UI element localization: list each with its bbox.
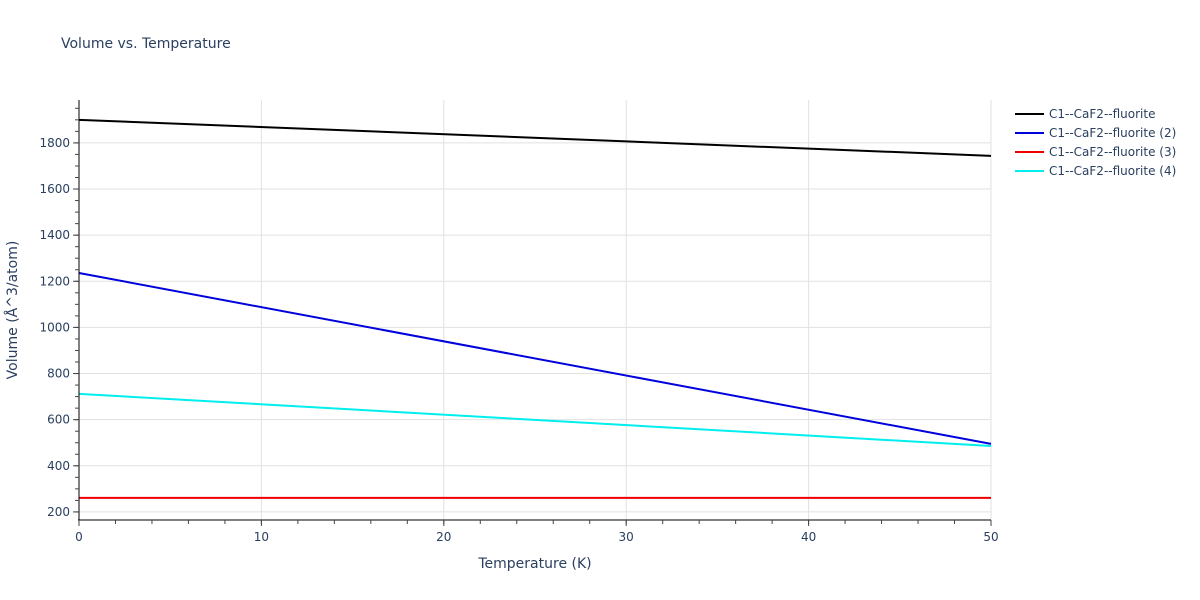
y-tick-label: 800 <box>47 367 70 381</box>
series-line <box>78 118 992 157</box>
x-tick-label: 50 <box>983 530 998 544</box>
x-tick-label: 20 <box>436 530 451 544</box>
x-tick-label: 30 <box>619 530 634 544</box>
axes: 0 10 20 30 40 50 200 400 600 800 1000 1200 1400 1600 1… <box>39 100 999 544</box>
chart-title: Volume vs. Temperature <box>61 36 231 52</box>
gridlines <box>79 100 992 520</box>
y-axis-title: Volume (Å^3/atom) <box>4 241 21 380</box>
y-tick-label: 400 <box>47 459 70 473</box>
legend-item-label: C1--CaF2--fluorite (2) <box>1049 126 1176 140</box>
x-tick-label: 40 <box>801 530 816 544</box>
y-tick-label: 1800 <box>39 136 70 150</box>
legend-item-label: C1--CaF2--fluorite (3) <box>1049 145 1176 159</box>
y-tick-label: 1400 <box>39 228 70 242</box>
series-line <box>78 271 992 445</box>
legend: C1--CaF2--fluorite C1--CaF2--fluorite (2)… <box>1015 107 1176 178</box>
x-axis-title: Temperature (K) <box>477 556 591 572</box>
data-series <box>78 118 992 499</box>
y-tick-label: 1200 <box>39 274 70 288</box>
legend-item-label: C1--CaF2--fluorite (4) <box>1049 164 1176 178</box>
y-tick-label: 600 <box>47 413 70 427</box>
y-tick-label: 200 <box>47 505 70 519</box>
series-line <box>78 392 992 447</box>
legend-item-label: C1--CaF2--fluorite <box>1049 107 1155 121</box>
x-tick-label: 0 <box>75 530 83 544</box>
y-tick-label: 1600 <box>39 182 70 196</box>
x-tick-label: 10 <box>254 530 269 544</box>
y-tick-label: 1000 <box>39 320 70 334</box>
